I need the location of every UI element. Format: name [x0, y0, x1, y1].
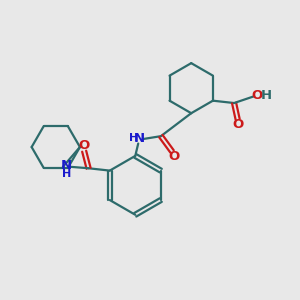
Text: O: O	[232, 118, 244, 131]
Text: O: O	[168, 150, 179, 163]
Text: O: O	[79, 139, 90, 152]
Text: O: O	[252, 89, 263, 102]
Text: N: N	[61, 159, 72, 172]
Text: H: H	[128, 133, 138, 143]
Text: H: H	[260, 89, 272, 102]
Text: N: N	[134, 132, 145, 145]
Text: H: H	[62, 169, 71, 178]
